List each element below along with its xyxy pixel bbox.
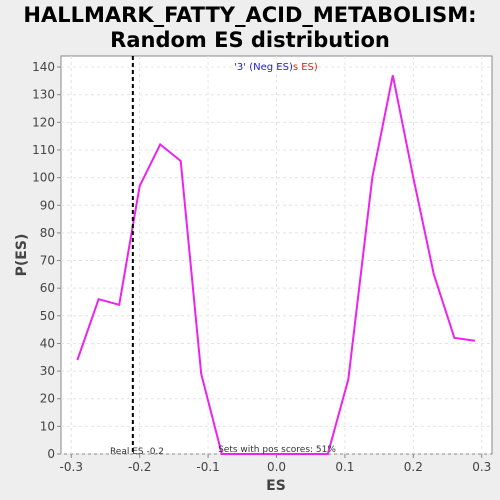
grid xyxy=(61,56,492,455)
y-tick-label: 30 xyxy=(40,364,55,378)
x-tick-label: -0.2 xyxy=(128,460,151,474)
y-tick-label: 60 xyxy=(40,281,55,295)
pos-scores-note: Sets with pos scores: 51% xyxy=(218,445,336,455)
y-tick-label: 20 xyxy=(40,392,55,406)
x-tick-label: 0.3 xyxy=(472,460,491,474)
y-tick-label: 70 xyxy=(40,254,55,268)
legend-neg-es: '3' (Neg ES) xyxy=(234,62,293,73)
y-axis-title: P(ES) xyxy=(14,234,30,277)
y-tick-label: 100 xyxy=(32,171,55,185)
y-tick-label: 110 xyxy=(32,143,55,157)
chart-title-line1: HALLMARK_FATTY_ACID_METABOLISM: xyxy=(23,3,476,27)
x-tick-label: 0.2 xyxy=(404,460,423,474)
chart-title-line2: Random ES distribution xyxy=(110,28,390,52)
x-tick-label: -0.1 xyxy=(196,460,219,474)
x-tick-label: 0.1 xyxy=(335,460,354,474)
real-es-label: Real ES -0.2 xyxy=(110,447,164,457)
y-tick-label: 140 xyxy=(32,60,55,74)
y-tick-label: 0 xyxy=(47,447,55,461)
x-axis-ticks: -0.3 -0.2 -0.1 0.0 0.1 0.2 0.3 xyxy=(60,454,491,474)
y-tick-label: 40 xyxy=(40,336,55,350)
y-tick-label: 10 xyxy=(40,419,55,433)
x-axis-title: ES xyxy=(266,478,286,494)
legend-pos-es: s ES) xyxy=(293,62,318,73)
y-tick-label: 120 xyxy=(32,115,55,129)
y-axis-ticks: 0 10 20 30 40 50 60 70 80 90 100 110 120 130 140 xyxy=(32,60,61,461)
x-tick-label: -0.3 xyxy=(60,460,83,474)
y-tick-label: 80 xyxy=(40,226,55,240)
y-tick-label: 90 xyxy=(40,198,55,212)
legend-text: '3' (Neg ES)s ES) xyxy=(234,62,318,73)
random-es-series-line xyxy=(76,75,476,455)
y-tick-label: 130 xyxy=(32,88,55,102)
x-tick-label: 0.0 xyxy=(267,460,286,474)
y-tick-label: 50 xyxy=(40,309,55,323)
